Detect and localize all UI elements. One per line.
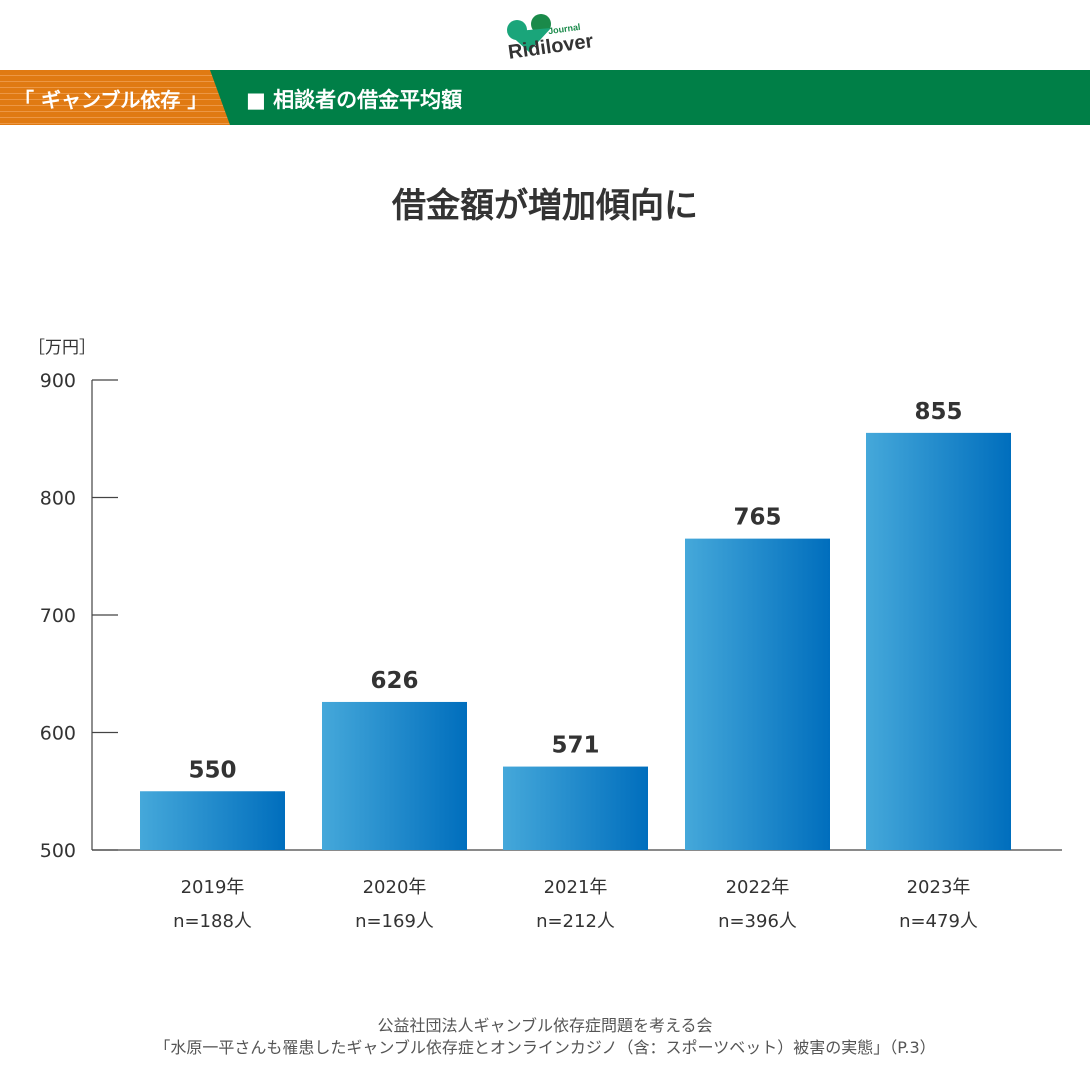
data-label: 765 <box>733 505 781 531</box>
x-tick-label: 2022年 <box>726 877 790 898</box>
source-note: 公益社団法人ギャンブル依存症問題を考える会 「水原一平さんも罹患したギャンブル依… <box>0 1015 1090 1059</box>
x-tick-label: 2019年 <box>181 877 245 898</box>
sample-size-label: n=188人 <box>173 911 252 932</box>
data-label: 855 <box>914 399 962 425</box>
chart-title: 借金額が増加傾向に <box>392 186 698 226</box>
y-tick-label: 900 <box>40 370 76 392</box>
y-tick-label: 500 <box>40 840 76 862</box>
x-tick-label: 2021年 <box>544 877 608 898</box>
category-label: 「 ギャンブル依存 」 <box>14 88 208 112</box>
data-label: 626 <box>370 668 418 694</box>
logo-hearts-icon <box>507 14 551 52</box>
bar-2021年 <box>503 766 648 850</box>
x-tick-label: 2020年 <box>363 877 427 898</box>
y-tick-label: 800 <box>40 488 76 510</box>
bar-2022年 <box>685 538 830 850</box>
bar-2020年 <box>322 701 467 850</box>
y-tick-label: 600 <box>40 723 76 745</box>
source-line-1: 公益社団法人ギャンブル依存症問題を考える会 <box>377 1016 713 1035</box>
bar-chart: 500 600 700 800 900 550 2019年 n=188人 626 2020年 n=1… <box>40 370 1062 932</box>
sample-size-label: n=479人 <box>899 911 978 932</box>
data-label: 571 <box>551 733 599 759</box>
sample-size-label: n=396人 <box>718 911 797 932</box>
section-title: ■ 相談者の借金平均額 <box>246 88 463 112</box>
category-tag <box>0 70 230 125</box>
y-axis-unit: ［万円］ <box>28 338 96 358</box>
source-line-2: 「水原一平さんも罹患したギャンブル依存症とオンラインカジノ（含：スポーツベット）… <box>154 1038 936 1057</box>
x-tick-label: 2023年 <box>907 877 971 898</box>
sample-size-label: n=169人 <box>355 911 434 932</box>
data-label: 550 <box>188 757 236 783</box>
bar-2019年 <box>140 791 285 850</box>
y-tick-label: 700 <box>40 605 76 627</box>
bar-2023年 <box>866 432 1011 850</box>
sample-size-label: n=212人 <box>536 911 615 932</box>
